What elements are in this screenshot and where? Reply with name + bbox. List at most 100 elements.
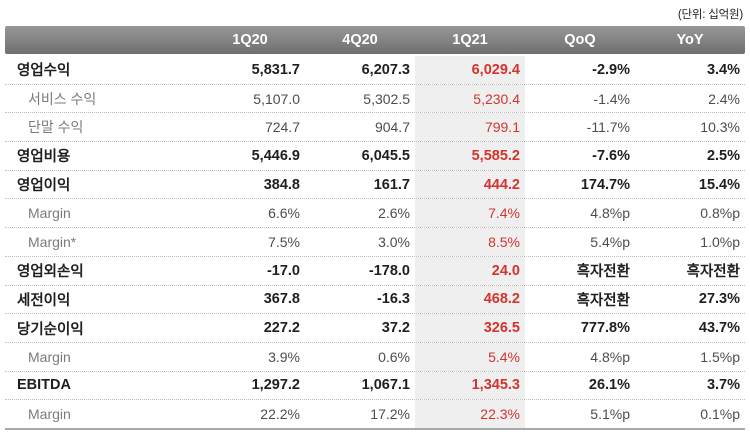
table-row: 영업이익 384.8 161.7 444.2 174.7% 15.4% [5, 170, 745, 200]
row-label: 영업수익 [17, 63, 71, 80]
table-row: Margin* 7.5% 3.0% 8.5% 5.4%p 1.0%p [5, 228, 745, 257]
cell-1q20: 3.9% [268, 348, 300, 365]
cell-yoy: 27.3% [698, 291, 740, 308]
cell-qoq: 5.4%p [590, 233, 630, 250]
cell-1q20: 22.2% [260, 406, 300, 423]
cell-1q20: 7.5% [268, 233, 300, 250]
cell-yoy: 0.8%p [700, 205, 740, 222]
cell-1q20: 367.8 [263, 291, 300, 308]
table-row: EBITDA 1,297.2 1,067.1 1,345.3 26.1% 3.7… [5, 371, 745, 401]
cell-1q20: 5,446.9 [251, 147, 300, 164]
cell-4q20: 17.2% [370, 406, 410, 423]
cell-yoy: 15.4% [698, 176, 740, 193]
table-row: 단말 수익 724.7 904.7 799.1 -11.7% 10.3% [5, 113, 745, 143]
table-row: 당기순이익 227.2 37.2 326.5 777.8% 43.7% [5, 314, 745, 343]
cell-4q20: 37.2 [381, 320, 410, 337]
cell-qoq: 4.8%p [590, 205, 630, 222]
table-row: 세전이익 367.8 -16.3 468.2 흑자전환 27.3% [5, 285, 745, 315]
cell-4q20: -16.3 [376, 291, 410, 308]
cell-1q21: 1,345.3 [415, 371, 525, 400]
table-row: Margin 6.6% 2.6% 7.4% 4.8%p 0.8%p [5, 199, 745, 229]
cell-yoy: 1.0%p [700, 233, 740, 250]
row-label: Margin* [28, 233, 77, 250]
cell-1q20: 227.2 [263, 320, 300, 337]
cell-qoq: -7.6% [592, 147, 630, 164]
cell-4q20: 2.6% [378, 205, 410, 222]
table-row: Margin 3.9% 0.6% 5.4% 4.8%p 1.5%p [5, 342, 745, 372]
cell-4q20: 5,302.5 [363, 90, 410, 107]
cell-4q20: 3.0% [378, 233, 410, 250]
cell-qoq: 26.1% [588, 377, 630, 394]
cell-qoq: 4.8%p [590, 348, 630, 365]
cell-qoq: 흑자전환 [576, 292, 630, 309]
cell-4q20: 0.6% [378, 348, 410, 365]
row-label: 영업비용 [17, 149, 71, 166]
cell-4q20: -178.0 [368, 262, 410, 279]
column-header-qoq: QoQ [564, 32, 596, 48]
column-header-yoy: YoY [676, 32, 704, 48]
table-row: 영업외손익 -17.0 -178.0 24.0 흑자전환 흑자전환 [5, 256, 745, 286]
cell-1q21: 444.2 [415, 170, 525, 199]
row-label: 영업이익 [17, 178, 71, 195]
row-label: Margin [28, 348, 71, 365]
cell-4q20: 904.7 [374, 119, 410, 136]
cell-qoq: 흑자전환 [576, 264, 630, 281]
table-row: 영업비용 5,446.9 6,045.5 5,585.2 -7.6% 2.5% [5, 142, 745, 171]
table-body: 영업수익 5,831.7 6,207.3 6,029.4 -2.9% 3.4% … [5, 56, 745, 430]
cell-1q20: 724.7 [264, 119, 300, 136]
row-label: Margin [28, 406, 71, 423]
table-row: Margin 22.2% 17.2% 22.3% 5.1%p 0.1%p [5, 400, 745, 428]
cell-yoy: 흑자전환 [686, 264, 740, 281]
cell-1q21: 6,029.4 [415, 56, 525, 84]
cell-1q20: 1,297.2 [251, 377, 300, 394]
cell-4q20: 6,207.3 [361, 61, 410, 78]
cell-yoy: 3.4% [706, 61, 740, 78]
cell-4q20: 161.7 [373, 176, 410, 193]
cell-qoq: 174.7% [580, 176, 630, 193]
cell-qoq: -2.9% [592, 61, 630, 78]
row-label: EBITDA [17, 377, 71, 394]
column-header-4q20: 4Q20 [342, 32, 378, 48]
table: 1Q20 4Q20 1Q21 QoQ YoY 영업수익 5,831.7 6,20… [5, 26, 745, 430]
cell-1q21: 22.3% [415, 400, 525, 428]
cell-1q21: 5.4% [415, 342, 525, 371]
cell-4q20: 1,067.1 [361, 377, 410, 394]
cell-1q21: 468.2 [415, 285, 525, 314]
row-label: 당기순이익 [17, 321, 84, 338]
table-row: 서비스 수익 5,107.0 5,302.5 5,230.4 -1.4% 2.4… [5, 84, 745, 114]
cell-1q21: 24.0 [415, 256, 525, 285]
cell-1q21: 7.4% [415, 199, 525, 228]
cell-1q20: 6.6% [268, 205, 300, 222]
cell-qoq: -11.7% [586, 119, 630, 136]
cell-1q21: 799.1 [415, 113, 525, 142]
cell-qoq: 777.8% [580, 320, 630, 337]
cell-1q20: 384.8 [263, 176, 300, 193]
cell-qoq: -1.4% [593, 90, 630, 107]
table-row: 영업수익 5,831.7 6,207.3 6,029.4 -2.9% 3.4% [5, 56, 745, 85]
cell-1q21: 5,230.4 [415, 84, 525, 113]
row-label: 단말 수익 [28, 119, 84, 136]
cell-1q21: 326.5 [415, 314, 525, 342]
cell-1q21: 5,585.2 [415, 142, 525, 170]
column-header-1q20: 1Q20 [232, 32, 268, 48]
cell-yoy: 10.3% [700, 119, 740, 136]
cell-4q20: 6,045.5 [361, 147, 410, 164]
row-label: 서비스 수익 [28, 90, 97, 107]
cell-1q20: -17.0 [266, 262, 300, 279]
cell-1q20: 5,831.7 [251, 61, 300, 78]
cell-1q21: 8.5% [415, 228, 525, 256]
row-label: Margin [28, 205, 71, 222]
cell-yoy: 3.7% [706, 377, 740, 394]
row-label: 세전이익 [17, 292, 71, 309]
cell-yoy: 2.5% [706, 147, 740, 164]
table-header: 1Q20 4Q20 1Q21 QoQ YoY [5, 26, 745, 54]
column-header-1q21: 1Q21 [452, 32, 488, 48]
row-label: 영업외손익 [17, 264, 84, 281]
cell-yoy: 43.7% [698, 320, 740, 337]
cell-qoq: 5.1%p [590, 406, 630, 423]
cell-yoy: 1.5%p [700, 348, 740, 365]
unit-label: (단위: 십억원) [677, 9, 743, 21]
cell-yoy: 0.1%p [700, 406, 740, 423]
cell-yoy: 2.4% [708, 90, 740, 107]
